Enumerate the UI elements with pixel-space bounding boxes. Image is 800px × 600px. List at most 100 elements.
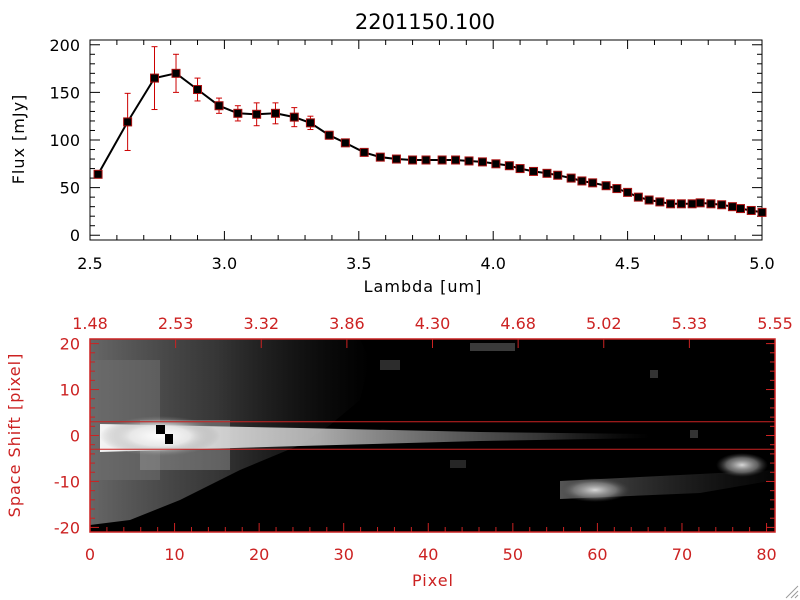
data-point [193,85,203,95]
data-point [676,199,686,209]
data-point [553,170,563,180]
data-point [233,108,243,118]
x-tick-label: 0 [85,545,95,564]
data-point [150,73,160,83]
data-point [421,155,431,165]
image-noise-pixel [470,343,515,351]
image-dead-pixel [156,425,165,434]
top-wavelength-label: 4.68 [500,314,536,333]
y-tick-label: 10 [60,381,80,400]
x-tick-label: 60 [587,545,607,564]
x-tick-label: 4.5 [615,254,640,273]
data-point [504,161,514,171]
data-point [437,155,447,165]
x-tick-label: 5.0 [749,254,774,273]
y-tick-label: -10 [54,472,80,491]
data-point [171,68,181,78]
data-point [451,155,461,165]
top-wavelength-label: 1.48 [72,314,108,333]
spectrum-ylabel: Flux [mJy] [9,94,28,185]
spectrum-series [93,46,767,217]
data-point [612,184,622,194]
data-point [270,108,280,118]
data-point [706,199,716,209]
data-point [93,169,103,179]
data-point [289,112,299,122]
top-wavelength-label: 2.53 [158,314,194,333]
top-wavelength-label: 3.86 [329,314,365,333]
spectrum-frame [89,39,763,241]
x-tick-label: 10 [164,545,184,564]
data-point [340,138,350,148]
resize-grip-icon[interactable] [785,585,799,599]
y-tick-label: 20 [60,335,80,354]
spectrum-axes: 2.5 3.0 3.5 4.0 4.5 5.0 0 50 100 150 200 [49,36,774,273]
x-tick-label: 2.5 [77,254,102,273]
x-tick-label: 4.0 [480,254,505,273]
top-wavelength-label: 5.02 [586,314,622,333]
image-trace-peak [100,416,220,456]
x-tick-label: 70 [672,545,692,564]
data-point [588,178,598,188]
x-tick-label: 50 [503,545,523,564]
image-noise-pixel [380,360,400,370]
data-point [644,195,654,205]
data-point [633,192,643,202]
image-noise-pixel [650,370,658,378]
data-point [464,156,474,166]
data-point [324,130,334,140]
data-point [746,205,756,215]
y-tick-label: 0 [70,226,80,245]
spectrum-xlabel: Lambda [um] [364,277,483,296]
y-tick-label: 100 [49,131,80,150]
spectrum-title: 2201150.100 [355,10,495,34]
image-noise-pixel [450,460,466,468]
data-point [491,159,501,169]
y-tick-label: 150 [49,83,80,102]
y-tick-label: -20 [54,518,80,537]
image-ylabel: Space Shift [pixel] [5,353,24,518]
image-xlabel: Pixel [412,571,454,590]
data-point [529,166,539,176]
x-tick-label: 20 [249,545,269,564]
x-tick-label: 3.5 [346,254,371,273]
image-trace [100,424,650,452]
data-point [123,117,133,127]
data-point [695,198,705,208]
data-point [214,101,224,111]
data-point [305,118,315,128]
top-wavelength-label: 4.30 [415,314,451,333]
data-point [408,155,418,165]
data-point [391,154,401,164]
data-point [757,207,767,217]
data-point [477,157,487,167]
data-point [375,152,385,162]
data-point [666,199,676,209]
x-tick-label: 30 [334,545,354,564]
spectral-image [90,339,775,532]
image-secondary-source [716,453,768,477]
data-point [577,176,587,186]
top-wavelength-label: 3.32 [243,314,279,333]
data-point [623,187,633,197]
data-point [717,200,727,210]
x-tick-label: 40 [418,545,438,564]
data-point [687,199,697,209]
data-point [655,197,665,207]
data-point [735,204,745,214]
data-point [252,109,262,119]
data-point [515,164,525,174]
y-tick-label: 50 [60,179,80,198]
top-wavelength-label: 5.55 [757,314,793,333]
image-secondary-source [560,478,630,502]
x-tick-label: 80 [756,545,776,564]
x-tick-label: 3.0 [212,254,237,273]
y-tick-label: 200 [49,36,80,55]
data-point [727,202,737,212]
image-dead-pixel [165,434,173,444]
data-point [542,168,552,178]
top-wavelength-label: 5.33 [672,314,708,333]
y-tick-label: 0 [70,427,80,446]
image-noise-pixel [690,430,698,438]
